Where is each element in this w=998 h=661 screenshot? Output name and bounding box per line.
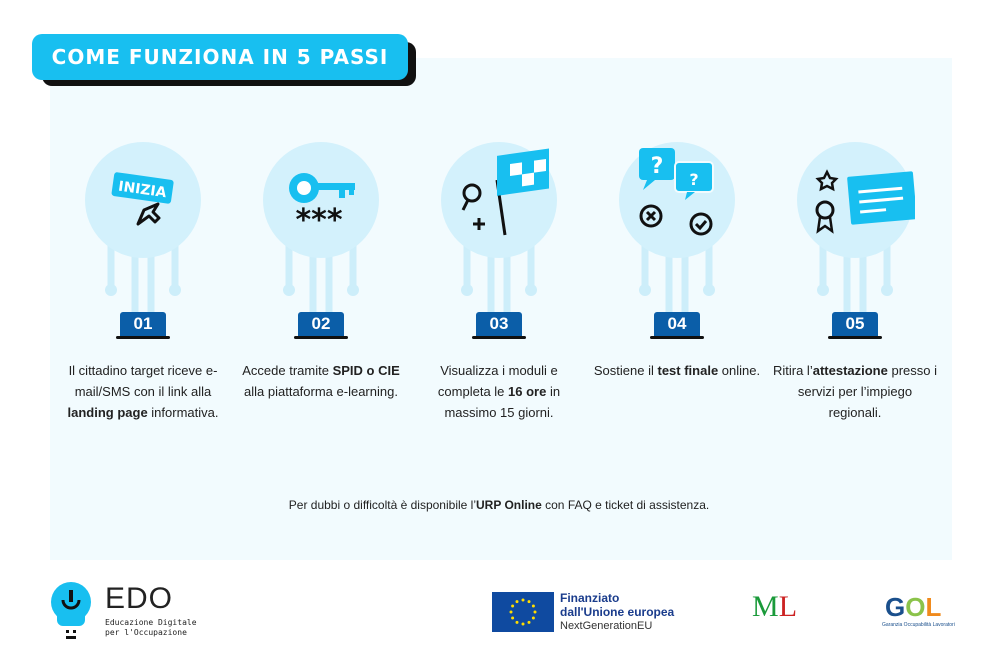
step-04: ?? 04 Sostiene il test finale online. — [592, 140, 762, 450]
step-number-badge: 05 — [832, 312, 878, 336]
step-number-badge: 02 — [298, 312, 344, 336]
help-note: Per dubbi o difficoltà è disponibile l’U… — [0, 498, 998, 512]
step-number-badge: 01 — [120, 312, 166, 336]
step-number-badge: 04 — [654, 312, 700, 336]
gol-logo: GOL — [885, 592, 942, 622]
badge-underline — [472, 336, 526, 339]
svg-text:***: *** — [295, 203, 342, 238]
gol-subtitle: Garanzia Occupabilità Lavoratori — [882, 622, 955, 628]
edo-sub2: per l'Occupazione — [105, 628, 187, 637]
step-highlight: 16 ore — [508, 384, 547, 399]
key-password-icon: *** — [263, 142, 379, 312]
step-description: Sostiene il test finale online. — [592, 360, 762, 381]
step-text: presso i servizi per l’impiego regionali… — [797, 363, 937, 420]
step-text: informativa. — [147, 405, 219, 420]
step-text: Accede tramite — [242, 363, 333, 378]
step-02: *** 02 Accede tramite SPID o CIE alla pi… — [236, 140, 406, 450]
step-text: Ritira l’ — [772, 363, 813, 378]
eu-line3: NextGenerationEU — [560, 620, 653, 632]
note-text-end: con FAQ e ticket di assistenza. — [541, 498, 710, 512]
eu-line2: dall'Unione europea — [560, 605, 675, 619]
badge-underline — [294, 336, 348, 339]
ministry-logo: ML — [752, 590, 798, 623]
search-flag-icon — [441, 142, 557, 312]
step-text: online. — [718, 363, 761, 378]
page-title: COME FUNZIONA IN 5 PASSI — [32, 34, 408, 80]
edo-logo-text: EDO — [105, 582, 174, 615]
question-test-icon: ?? — [619, 142, 735, 312]
eu-line1: Finanziato — [560, 591, 620, 605]
step-description: Ritira l’attestazione presso i servizi p… — [770, 360, 940, 423]
badge-underline — [828, 336, 882, 339]
step-05: 05 Ritira l’attestazione presso i serviz… — [770, 140, 940, 450]
step-number-badge: 03 — [476, 312, 522, 336]
step-description: Visualizza i moduli e completa le 16 ore… — [414, 360, 584, 423]
step-text: Sostiene il — [593, 363, 658, 378]
step-text: in massimo 15 giorni. — [444, 384, 561, 420]
step-description: Accede tramite SPID o CIE alla piattafor… — [236, 360, 406, 402]
step-01: INIZIA 01 Il cittadino target riceve e-m… — [58, 140, 228, 450]
step-text: alla piattaforma e-learning. — [244, 384, 398, 399]
step-text: Il cittadino target riceve e-mail/SMS co… — [68, 363, 218, 399]
step-description: Il cittadino target riceve e-mail/SMS co… — [58, 360, 228, 423]
step-03: 03 Visualizza i moduli e completa le 16 … — [414, 140, 584, 450]
badge-underline — [116, 336, 170, 339]
certificate-icon — [797, 142, 915, 312]
edo-sub1: Educazione Digitale — [105, 618, 197, 627]
edo-logo-icon — [51, 582, 91, 639]
step-highlight: test finale — [657, 363, 719, 378]
urp-online-link: URP Online — [476, 498, 542, 512]
eu-flag-icon — [492, 592, 554, 632]
note-text: Per dubbi o difficoltà è disponibile l’ — [288, 498, 476, 512]
steps-panel — [50, 58, 952, 560]
start-button-cursor-icon: INIZIA — [85, 142, 201, 312]
edo-subtitle: Educazione Digitale per l'Occupazione — [105, 618, 197, 638]
eu-funding-text: Finanziato dall'Unione europea NextGener… — [560, 591, 674, 633]
step-highlight: landing page — [67, 405, 148, 420]
badge-underline — [650, 336, 704, 339]
svg-text:INIZIA: INIZIA — [117, 179, 167, 202]
svg-text:?: ? — [689, 170, 698, 189]
svg-text:?: ? — [651, 154, 664, 179]
step-highlight: SPID o CIE — [332, 363, 400, 378]
step-text: Visualizza i moduli e completa le — [437, 363, 558, 399]
step-highlight: attestazione — [812, 363, 888, 378]
